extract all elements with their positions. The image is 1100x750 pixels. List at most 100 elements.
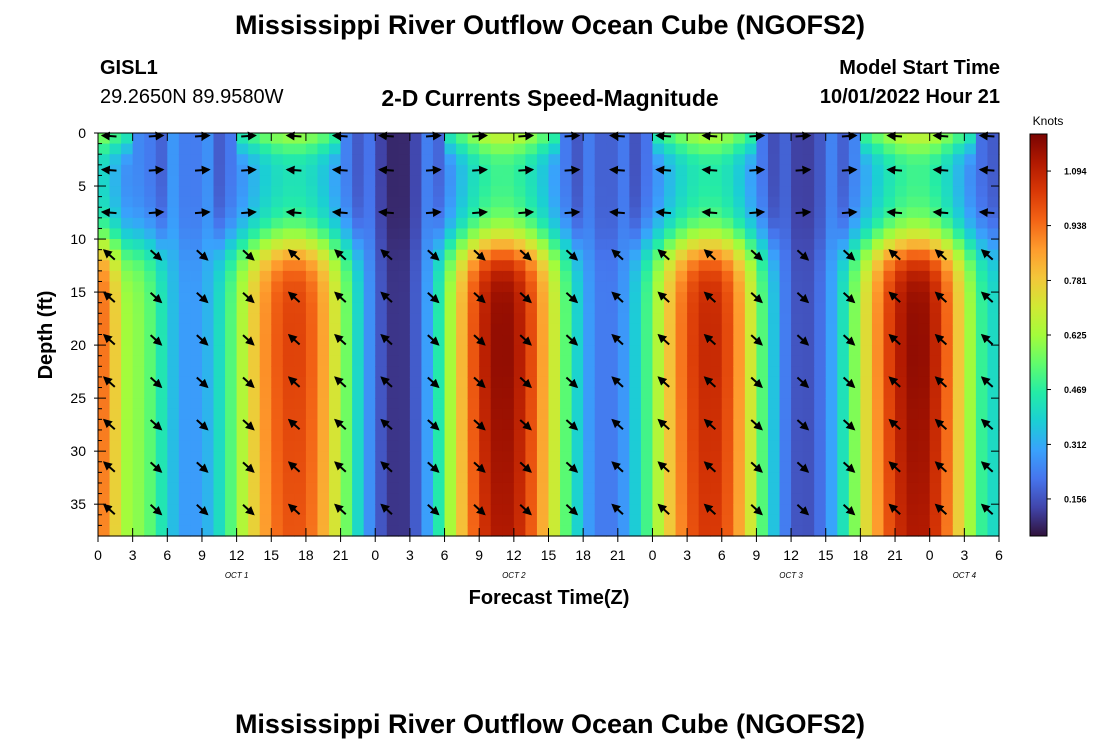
heatmap-cell <box>918 207 931 219</box>
heatmap-cell <box>317 239 330 251</box>
heatmap-cell <box>340 355 353 367</box>
heatmap-cell <box>375 451 388 463</box>
heatmap-cell <box>317 249 330 261</box>
heatmap-cell <box>271 302 284 314</box>
heatmap-cell <box>536 472 550 484</box>
current-vector-arrow <box>842 376 856 389</box>
heatmap-cell <box>167 228 180 240</box>
current-vector-arrow <box>241 131 257 141</box>
heatmap-cell <box>409 239 423 251</box>
heatmap-cell <box>767 164 781 177</box>
heatmap-cell <box>375 228 388 240</box>
heatmap-cell <box>664 323 677 336</box>
heatmap-cell <box>132 143 145 155</box>
heatmap-cell <box>490 408 503 420</box>
heatmap-cell <box>201 175 215 187</box>
heatmap-cell <box>848 514 861 526</box>
heatmap-cell <box>502 292 515 304</box>
heatmap-cell <box>629 154 642 166</box>
heatmap-cell <box>825 302 838 314</box>
heatmap-cell <box>121 175 134 187</box>
heatmap-cell <box>895 355 908 367</box>
y-tick-label: 15 <box>70 284 86 300</box>
heatmap-cell <box>259 514 272 526</box>
heatmap-cell <box>629 196 642 208</box>
current-vector-arrow <box>473 504 486 516</box>
heatmap-cell <box>317 133 330 145</box>
heatmap-cell <box>814 461 827 473</box>
heatmap-cell <box>167 313 180 325</box>
heatmap-cell <box>490 334 503 346</box>
heatmap-cell <box>744 154 758 166</box>
heatmap-cell <box>675 249 688 261</box>
heatmap-cell <box>271 345 284 357</box>
heatmap-cell <box>456 408 469 420</box>
heatmap-cell <box>456 504 469 516</box>
heatmap-cell <box>698 260 711 272</box>
heatmap-cell <box>409 482 423 495</box>
heatmap-cell <box>398 366 411 378</box>
heatmap-cell <box>918 429 931 442</box>
heatmap-cell <box>317 270 330 283</box>
heatmap-cell <box>802 493 815 505</box>
current-vector-arrow <box>149 461 163 473</box>
heatmap-cell <box>363 323 376 336</box>
heatmap-cell <box>490 143 503 155</box>
heatmap-cell <box>548 292 561 304</box>
heatmap-cell <box>98 345 111 357</box>
current-vector-arrow <box>565 419 579 431</box>
heatmap-cell <box>571 217 584 230</box>
heatmap-cell <box>294 345 307 357</box>
heatmap-cell <box>467 302 480 314</box>
heatmap-cell <box>733 164 746 177</box>
heatmap-cell <box>652 196 665 208</box>
heatmap-cell <box>456 440 469 452</box>
current-vector-arrow <box>564 208 581 218</box>
heatmap-cell <box>733 525 746 537</box>
heatmap-cell <box>490 249 503 261</box>
heatmap-cell <box>617 387 630 399</box>
heatmap-cell <box>329 376 342 389</box>
heatmap-cell <box>456 133 469 145</box>
heatmap-cell <box>282 525 295 537</box>
heatmap-cell <box>144 493 157 505</box>
heatmap-cell <box>791 514 804 526</box>
heatmap-cell <box>398 260 411 272</box>
heatmap-cell <box>987 451 1000 463</box>
y-tick-label: 35 <box>70 496 86 512</box>
heatmap-cell <box>721 408 734 420</box>
heatmap-cell <box>398 270 411 283</box>
heatmap-cell <box>952 270 965 283</box>
heatmap-cell <box>490 228 503 240</box>
heatmap-cell <box>837 482 850 495</box>
heatmap-cell <box>594 270 607 283</box>
heatmap-cell <box>490 461 503 473</box>
heatmap-cell <box>271 323 284 336</box>
heatmap-cell <box>432 493 446 505</box>
heatmap-cell <box>190 482 203 495</box>
heatmap-cell <box>906 482 919 495</box>
heatmap-cell <box>791 472 804 484</box>
heatmap-cell <box>952 440 965 452</box>
heatmap-cell <box>594 186 607 198</box>
heatmap-cell <box>975 313 989 325</box>
heatmap-cell <box>363 270 376 283</box>
heatmap-cell <box>964 376 977 389</box>
heatmap-cell <box>560 217 573 230</box>
heatmap-cell <box>640 461 654 473</box>
heatmap-cell <box>710 323 723 336</box>
heatmap-cell <box>883 440 896 452</box>
heatmap-cell <box>802 143 815 155</box>
heatmap-cell <box>640 408 654 420</box>
heatmap-cell <box>687 154 700 166</box>
heatmap-cell <box>536 429 550 442</box>
heatmap-cell <box>825 493 838 505</box>
heatmap-cell <box>536 313 550 325</box>
heatmap-cell <box>167 525 180 537</box>
heatmap-cell <box>825 398 838 410</box>
heatmap-cell <box>305 461 319 473</box>
current-vector-arrow <box>703 249 717 261</box>
current-vector-arrow <box>657 461 670 473</box>
heatmap-cell <box>664 175 677 187</box>
heatmap-cell <box>398 451 411 463</box>
